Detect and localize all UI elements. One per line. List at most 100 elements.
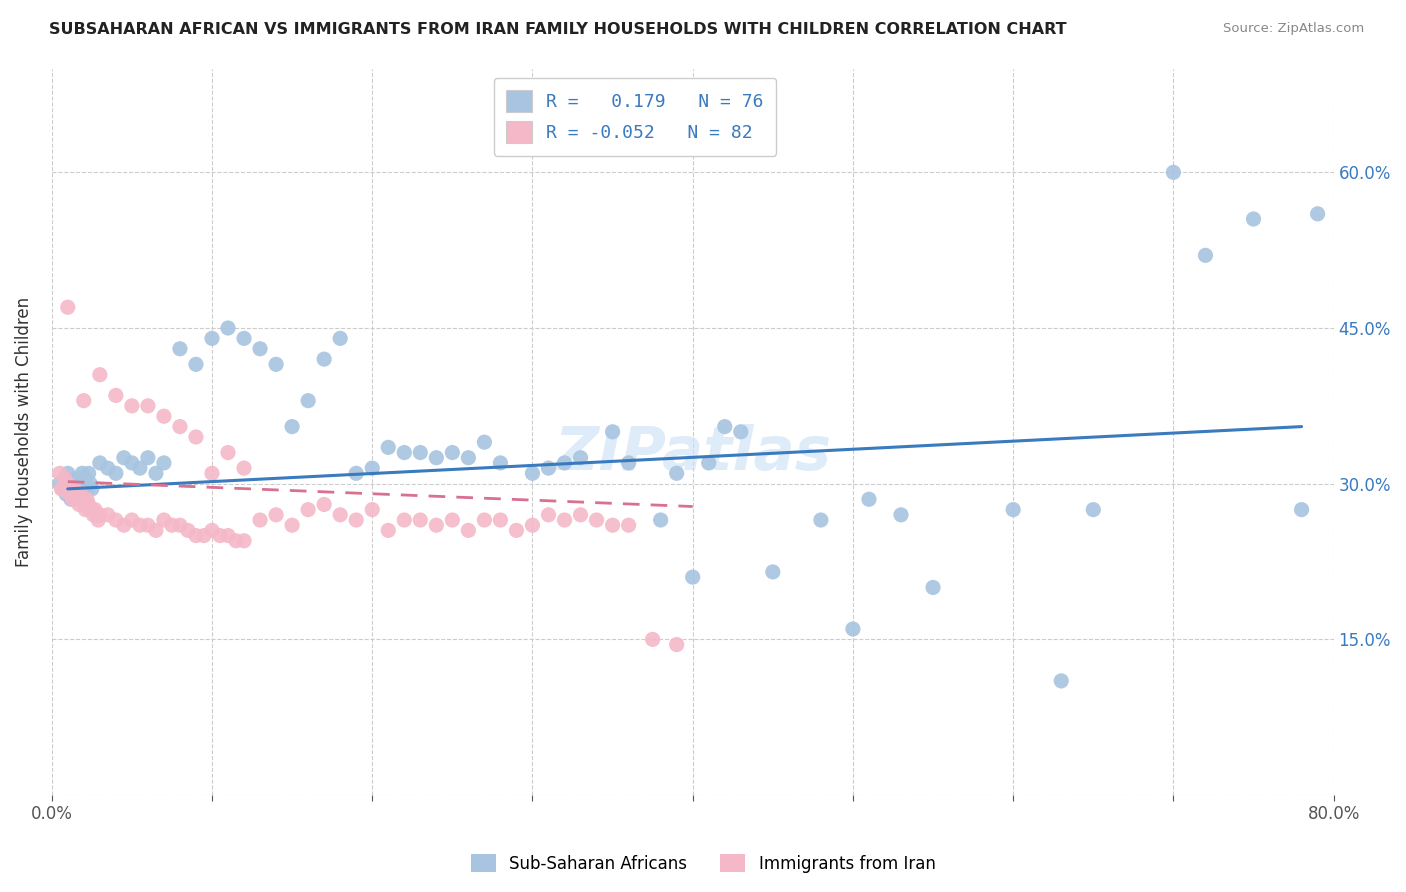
Point bbox=[112, 518, 135, 533]
Point bbox=[69, 482, 91, 496]
Point bbox=[153, 513, 176, 527]
Y-axis label: Family Households with Children: Family Households with Children bbox=[15, 297, 32, 566]
Point bbox=[76, 482, 98, 496]
Point bbox=[394, 445, 416, 459]
Point bbox=[617, 456, 640, 470]
Point bbox=[344, 467, 367, 481]
Point bbox=[233, 533, 256, 548]
Point bbox=[425, 450, 447, 465]
Point bbox=[121, 456, 143, 470]
Point bbox=[201, 467, 224, 481]
Point bbox=[249, 513, 271, 527]
Point bbox=[1083, 502, 1105, 516]
Legend: Sub-Saharan Africans, Immigrants from Iran: Sub-Saharan Africans, Immigrants from Ir… bbox=[464, 847, 942, 880]
Point bbox=[585, 513, 607, 527]
Point bbox=[409, 513, 432, 527]
Point bbox=[457, 450, 479, 465]
Point bbox=[67, 498, 90, 512]
Point bbox=[128, 518, 150, 533]
Point bbox=[184, 528, 207, 542]
Point bbox=[314, 352, 336, 367]
Point bbox=[49, 467, 72, 481]
Point bbox=[121, 513, 143, 527]
Point bbox=[104, 513, 127, 527]
Point bbox=[569, 508, 592, 522]
Point bbox=[128, 461, 150, 475]
Point bbox=[58, 487, 80, 501]
Point bbox=[329, 508, 352, 522]
Point bbox=[121, 399, 143, 413]
Text: Source: ZipAtlas.com: Source: ZipAtlas.com bbox=[1223, 22, 1364, 36]
Point bbox=[201, 331, 224, 345]
Point bbox=[49, 476, 72, 491]
Point bbox=[70, 467, 93, 481]
Point bbox=[73, 476, 96, 491]
Point bbox=[77, 498, 100, 512]
Point bbox=[63, 487, 86, 501]
Text: ZIPatlas: ZIPatlas bbox=[554, 424, 831, 483]
Point bbox=[730, 425, 752, 439]
Point bbox=[77, 467, 100, 481]
Point bbox=[75, 502, 97, 516]
Point bbox=[233, 461, 256, 475]
Point bbox=[62, 492, 84, 507]
Point bbox=[89, 368, 111, 382]
Point bbox=[233, 331, 256, 345]
Point bbox=[193, 528, 215, 542]
Point bbox=[297, 393, 319, 408]
Point bbox=[569, 450, 592, 465]
Point bbox=[1002, 502, 1025, 516]
Point bbox=[441, 513, 464, 527]
Point bbox=[169, 342, 191, 356]
Point bbox=[89, 508, 111, 522]
Point bbox=[281, 518, 304, 533]
Point bbox=[136, 450, 159, 465]
Text: SUBSAHARAN AFRICAN VS IMMIGRANTS FROM IRAN FAMILY HOUSEHOLDS WITH CHILDREN CORRE: SUBSAHARAN AFRICAN VS IMMIGRANTS FROM IR… bbox=[49, 22, 1067, 37]
Point bbox=[52, 482, 75, 496]
Point bbox=[553, 513, 575, 527]
Point bbox=[553, 456, 575, 470]
Point bbox=[55, 487, 77, 501]
Point bbox=[505, 524, 527, 538]
Point bbox=[80, 482, 103, 496]
Point bbox=[1306, 207, 1329, 221]
Point bbox=[602, 518, 624, 533]
Point bbox=[58, 482, 80, 496]
Point bbox=[65, 482, 87, 496]
Point bbox=[177, 524, 200, 538]
Point bbox=[1291, 502, 1313, 516]
Point bbox=[201, 524, 224, 538]
Point bbox=[264, 508, 287, 522]
Point bbox=[53, 471, 76, 485]
Point bbox=[59, 492, 82, 507]
Point bbox=[79, 502, 101, 516]
Point bbox=[75, 471, 97, 485]
Point bbox=[73, 492, 96, 507]
Point bbox=[79, 476, 101, 491]
Point bbox=[457, 524, 479, 538]
Point bbox=[264, 357, 287, 371]
Point bbox=[63, 482, 86, 496]
Point bbox=[522, 518, 544, 533]
Point bbox=[617, 518, 640, 533]
Point bbox=[112, 450, 135, 465]
Point bbox=[665, 638, 688, 652]
Point bbox=[281, 419, 304, 434]
Point bbox=[169, 518, 191, 533]
Point bbox=[810, 513, 832, 527]
Point bbox=[890, 508, 912, 522]
Point bbox=[86, 508, 108, 522]
Point bbox=[1050, 673, 1073, 688]
Point bbox=[922, 581, 945, 595]
Point bbox=[650, 513, 672, 527]
Point bbox=[361, 502, 384, 516]
Point bbox=[441, 445, 464, 459]
Point bbox=[314, 498, 336, 512]
Point bbox=[842, 622, 865, 636]
Point bbox=[682, 570, 704, 584]
Point bbox=[153, 409, 176, 424]
Point bbox=[249, 342, 271, 356]
Point bbox=[184, 357, 207, 371]
Point bbox=[474, 435, 496, 450]
Point bbox=[62, 476, 84, 491]
